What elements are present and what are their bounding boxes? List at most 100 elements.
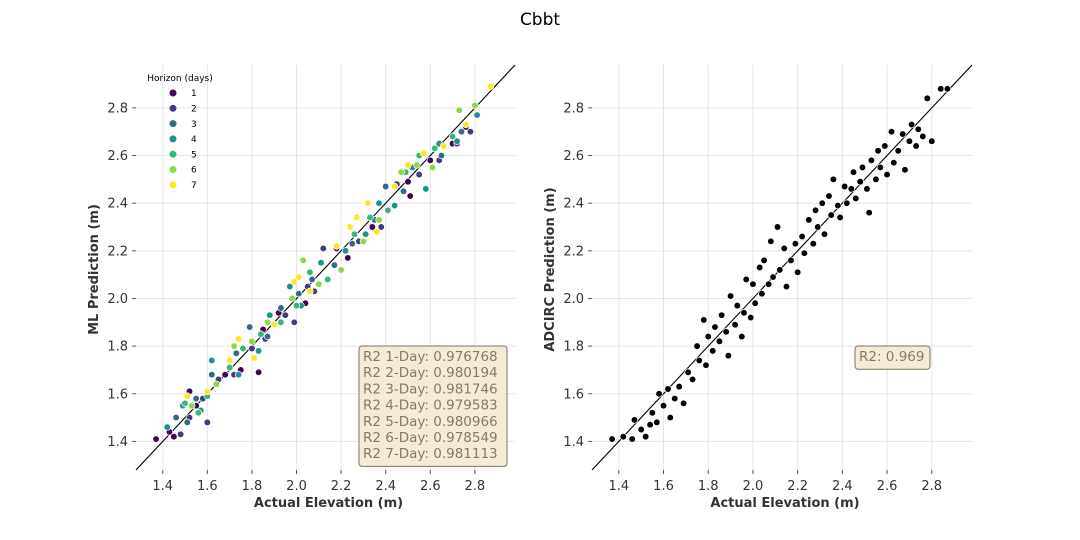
x-tick-label: 1.8	[698, 479, 719, 494]
data-point-horizon-1	[344, 254, 352, 262]
data-point-horizon-3	[263, 332, 272, 341]
data-point-horizon-5	[324, 275, 332, 284]
data-point-horizon-7	[290, 278, 298, 286]
data-point-horizon-3	[330, 261, 339, 269]
data-point-horizon-4	[286, 282, 294, 291]
data-point-horizon-7	[332, 242, 341, 250]
data-point-horizon-3	[399, 187, 408, 195]
data-point	[876, 163, 885, 172]
data-point	[836, 213, 844, 222]
r2-stat-line: R2 3-Day: 0.981746	[363, 381, 498, 397]
data-point	[695, 356, 703, 365]
data-point-horizon-4	[254, 347, 263, 355]
data-point	[630, 416, 639, 424]
data-point-horizon-1	[368, 223, 376, 231]
data-point-horizon-3	[437, 151, 446, 160]
data-point-horizon-7	[373, 228, 381, 236]
data-point	[800, 249, 809, 257]
data-point-horizon-4	[163, 423, 171, 431]
y-tick-label: 1.6	[563, 387, 584, 402]
y-tick-label: 2.0	[107, 292, 128, 307]
data-point	[655, 390, 663, 398]
legend-marker-horizon-1	[168, 88, 178, 98]
data-point-horizon-6	[471, 101, 479, 110]
data-point	[843, 199, 851, 207]
adcirc-scatter-points	[608, 85, 952, 443]
data-point	[773, 223, 782, 231]
data-point	[937, 85, 945, 93]
y-tick-label: 2.4	[107, 197, 128, 212]
x-tick-label: 2.6	[420, 479, 441, 494]
data-point	[715, 337, 724, 346]
data-point-horizon-2	[203, 418, 211, 427]
data-point-horizon-4	[317, 259, 325, 267]
data-point-horizon-7	[404, 161, 412, 169]
data-point	[874, 147, 882, 155]
data-point	[776, 266, 784, 274]
legend-label-horizon-2: 2	[191, 105, 197, 115]
data-point-horizon-5	[366, 213, 374, 222]
data-point	[912, 142, 920, 150]
ml-scatter-points	[152, 82, 495, 443]
legend-label-horizon-6: 6	[191, 166, 197, 176]
data-point-horizon-7	[250, 354, 258, 362]
data-point-horizon-3	[246, 323, 254, 331]
r2-stat-line: R2 7-Day: 0.981113	[363, 446, 498, 462]
x-tick-label: 2.2	[787, 479, 808, 494]
data-point	[825, 192, 833, 200]
r2-stat-line: R2 1-Day: 0.976768	[363, 349, 498, 365]
data-point	[818, 199, 826, 207]
data-point	[731, 321, 739, 329]
r2-stat-line: R2: 0.969	[859, 349, 924, 365]
data-point	[726, 292, 735, 300]
data-point-horizon-6	[230, 342, 238, 350]
data-point-horizon-6	[188, 402, 196, 410]
ml-x-ticks: 1.4 1.6 1.8 2.0 2.2 2.4 2.6 2.8	[152, 470, 485, 494]
data-point	[733, 301, 741, 310]
data-point-horizon-6	[455, 106, 463, 114]
data-point	[811, 206, 820, 214]
legend-marker-horizon-7	[168, 180, 178, 189]
data-point	[628, 435, 636, 443]
data-point-horizon-7	[306, 287, 314, 295]
data-point	[769, 273, 777, 281]
horizon-legend: Horizon (days) 1 2 3 4 5 6 7	[147, 74, 213, 191]
data-point	[767, 237, 775, 245]
data-point-horizon-7	[353, 213, 361, 222]
x-tick-label: 2.0	[286, 479, 307, 494]
data-point-horizon-1	[426, 156, 434, 164]
data-point-horizon-5	[384, 206, 392, 214]
y-tick-label: 2.4	[563, 197, 584, 212]
data-point-horizon-6	[263, 318, 272, 326]
data-point	[749, 280, 757, 288]
data-point	[704, 332, 712, 341]
data-point	[858, 163, 867, 172]
data-point-horizon-3	[208, 371, 216, 379]
data-point-horizon-2	[377, 223, 385, 231]
r2-stat-line: R2 4-Day: 0.979583	[363, 398, 498, 414]
ml-y-axis-label: ML Prediction (m)	[87, 204, 102, 335]
legend-label-horizon-4: 4	[191, 135, 197, 145]
data-point	[742, 275, 750, 284]
data-point-horizon-3	[192, 394, 200, 403]
data-point-horizon-4	[375, 199, 383, 207]
x-tick-label: 1.6	[653, 479, 674, 494]
data-point-horizon-2	[319, 244, 327, 253]
data-point	[834, 201, 842, 210]
stats-box-background	[854, 345, 931, 370]
legend-marker-horizon-6	[168, 165, 178, 174]
data-point-horizon-3	[172, 413, 180, 422]
data-point-horizon-4	[390, 201, 399, 210]
data-point-horizon-6	[315, 280, 323, 288]
data-point-horizon-5	[181, 399, 189, 407]
data-point	[679, 399, 688, 407]
x-tick-label: 2.8	[921, 479, 942, 494]
data-point	[809, 240, 817, 248]
data-point-horizon-5	[448, 132, 457, 141]
legend-marker-horizon-4	[168, 134, 178, 143]
data-point-horizon-5	[225, 363, 234, 372]
legend-label-horizon-3: 3	[191, 120, 197, 130]
x-tick-label: 1.6	[197, 479, 218, 494]
ml-prediction-panel: 1.4 1.6 1.8 2.0 2.2 2.4 2.6 2.8 1.4 1.6 1.8 2.0 2.2…	[87, 64, 516, 511]
